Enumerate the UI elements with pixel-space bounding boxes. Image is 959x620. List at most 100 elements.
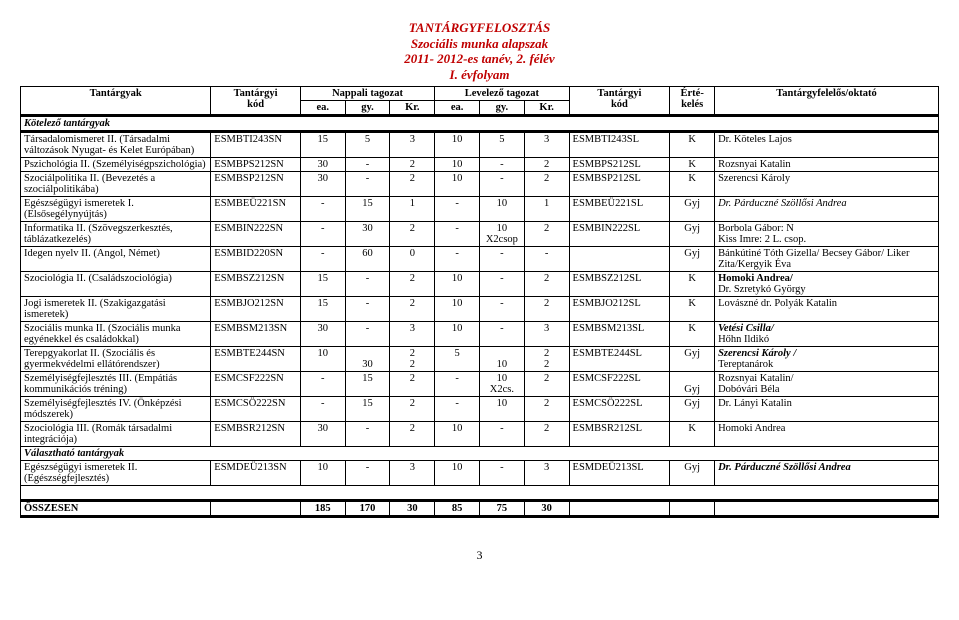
eve-cell-1: - xyxy=(479,158,524,172)
total-5: 30 xyxy=(524,501,569,517)
hdr-d-gy: gy. xyxy=(345,101,390,116)
table-row: Idegen nyelv II. (Angol, Német)ESMBID220… xyxy=(21,247,939,272)
code1-cell: ESMBTE244SN xyxy=(211,347,301,372)
day-cell-1: - xyxy=(345,322,390,347)
eve-cell-1: 5 xyxy=(479,132,524,158)
eve-cell-0: 10 xyxy=(435,461,480,486)
eve-cell-2: 1 xyxy=(524,197,569,222)
code2-cell: ESMDEÜ213SL xyxy=(569,461,670,486)
table-row: Jogi ismeretek II. (Szakigazgatási ismer… xyxy=(21,297,939,322)
eve-cell-0: - xyxy=(435,222,480,247)
table-row: Szociálpolitika II. (Bevezetés a szociál… xyxy=(21,172,939,197)
day-cell-2: 2 xyxy=(390,297,435,322)
eve-cell-1: - xyxy=(479,461,524,486)
hdr-grade: Érté- kelés xyxy=(670,87,715,116)
subject-cell: Informatika II. (Szövegszerkesztés, tábl… xyxy=(21,222,211,247)
eve-cell-1: - xyxy=(479,422,524,447)
eve-cell-2: 2 xyxy=(524,397,569,422)
grade-cell: Gyj xyxy=(670,247,715,272)
code1-cell: ESMBJO212SN xyxy=(211,297,301,322)
hdr-d-ea: ea. xyxy=(300,101,345,116)
code1-cell: ESMBSM213SN xyxy=(211,322,301,347)
teacher-cell: Bánkútiné Tóth Gizella/ Becsey Gábor/ Li… xyxy=(715,247,939,272)
eve-cell-0: 5 xyxy=(435,347,480,372)
teacher-cell: Homoki Andrea/Dr. Szretykó György xyxy=(715,272,939,297)
eve-cell-0: 10 xyxy=(435,172,480,197)
day-cell-1: - xyxy=(345,172,390,197)
grade-cell: K xyxy=(670,172,715,197)
eve-cell-0: 10 xyxy=(435,297,480,322)
hdr-teacher: Tantárgyfelelős/oktató xyxy=(715,87,939,116)
eve-cell-1: 10X2cs. xyxy=(479,372,524,397)
subject-cell: Egészségügyi ismeretek II. (Egészségfejl… xyxy=(21,461,211,486)
total-3: 85 xyxy=(435,501,480,517)
teacher-cell: Homoki Andrea xyxy=(715,422,939,447)
day-cell-0: 15 xyxy=(300,272,345,297)
teacher-cell: Dr. Köteles Lajos xyxy=(715,132,939,158)
subject-cell: Idegen nyelv II. (Angol, Német) xyxy=(21,247,211,272)
grade-cell: Gyj xyxy=(670,197,715,222)
grade-cell: K xyxy=(670,422,715,447)
eve-cell-1: - xyxy=(479,322,524,347)
table-row: Személyiségfejlesztés IV. (Önképzési mód… xyxy=(21,397,939,422)
eve-cell-2: 3 xyxy=(524,322,569,347)
hdr-subject: Tantárgyak xyxy=(21,87,211,116)
subject-cell: Szociálpolitika II. (Bevezetés a szociál… xyxy=(21,172,211,197)
code2-cell: ESMCSÖ222SL xyxy=(569,397,670,422)
eve-cell-1: - xyxy=(479,172,524,197)
code1-cell: ESMBSZ212SN xyxy=(211,272,301,297)
eve-cell-0: 10 xyxy=(435,272,480,297)
teacher-cell: Borbola Gábor: NKiss Imre: 2 L. csop. xyxy=(715,222,939,247)
day-cell-2: 2 xyxy=(390,397,435,422)
subject-cell: Jogi ismeretek II. (Szakigazgatási ismer… xyxy=(21,297,211,322)
grade-cell: Gyj xyxy=(670,222,715,247)
title-l3: 2011- 2012-es tanév, 2. félév xyxy=(20,51,939,67)
day-cell-2: 1 xyxy=(390,197,435,222)
total-trail-1 xyxy=(670,501,715,517)
code1-cell: ESMBIN222SN xyxy=(211,222,301,247)
code2-cell: ESMBSZ212SL xyxy=(569,272,670,297)
eve-cell-0: 10 xyxy=(435,132,480,158)
day-cell-0: - xyxy=(300,247,345,272)
code1-cell: ESMBID220SN xyxy=(211,247,301,272)
code1-cell: ESMBSP212SN xyxy=(211,172,301,197)
total-2: 30 xyxy=(390,501,435,517)
subject-cell: Személyiségfejlesztés IV. (Önképzési mód… xyxy=(21,397,211,422)
hdr-e-ea: ea. xyxy=(435,101,480,116)
eve-cell-1: 10 xyxy=(479,397,524,422)
eve-cell-2: - xyxy=(524,247,569,272)
teacher-cell: Lovászné dr. Polyák Katalin xyxy=(715,297,939,322)
eve-cell-2: 3 xyxy=(524,132,569,158)
eve-cell-1: - xyxy=(479,272,524,297)
day-cell-0: 30 xyxy=(300,172,345,197)
eve-cell-1: - xyxy=(479,247,524,272)
table-row: Szociális munka II. (Szociális munka egy… xyxy=(21,322,939,347)
total-trail-0 xyxy=(569,501,670,517)
teacher-cell: Rozsnyai Katalin/Dobóvári Béla xyxy=(715,372,939,397)
table-row: Egészségügyi ismeretek II. (Egészségfejl… xyxy=(21,461,939,486)
hdr-code1: Tantárgyi kód xyxy=(211,87,301,116)
title-l4: I. évfolyam xyxy=(20,67,939,83)
day-cell-0: 15 xyxy=(300,132,345,158)
day-cell-1: 30 xyxy=(345,222,390,247)
code2-cell xyxy=(569,247,670,272)
code2-cell: ESMBJO212SL xyxy=(569,297,670,322)
eve-cell-1: - xyxy=(479,297,524,322)
day-cell-2: 22 xyxy=(390,347,435,372)
hdr-e-kr: Kr. xyxy=(524,101,569,116)
day-cell-0: 10 xyxy=(300,347,345,372)
grade-cell: K xyxy=(670,272,715,297)
eve-cell-2: 2 xyxy=(524,172,569,197)
day-cell-2: 2 xyxy=(390,422,435,447)
day-cell-1: - xyxy=(345,272,390,297)
day-cell-1: 60 xyxy=(345,247,390,272)
hdr-eve: Levelező tagozat xyxy=(435,87,569,101)
day-cell-0: 30 xyxy=(300,322,345,347)
subject-cell: Szociális munka II. (Szociális munka egy… xyxy=(21,322,211,347)
code2-cell: ESMBPS212SL xyxy=(569,158,670,172)
table-row: Pszichológia II. (Személyiségpszichológi… xyxy=(21,158,939,172)
day-cell-0: - xyxy=(300,222,345,247)
eve-cell-0: - xyxy=(435,397,480,422)
grade-cell: K xyxy=(670,132,715,158)
subject-cell: Pszichológia II. (Személyiségpszichológi… xyxy=(21,158,211,172)
